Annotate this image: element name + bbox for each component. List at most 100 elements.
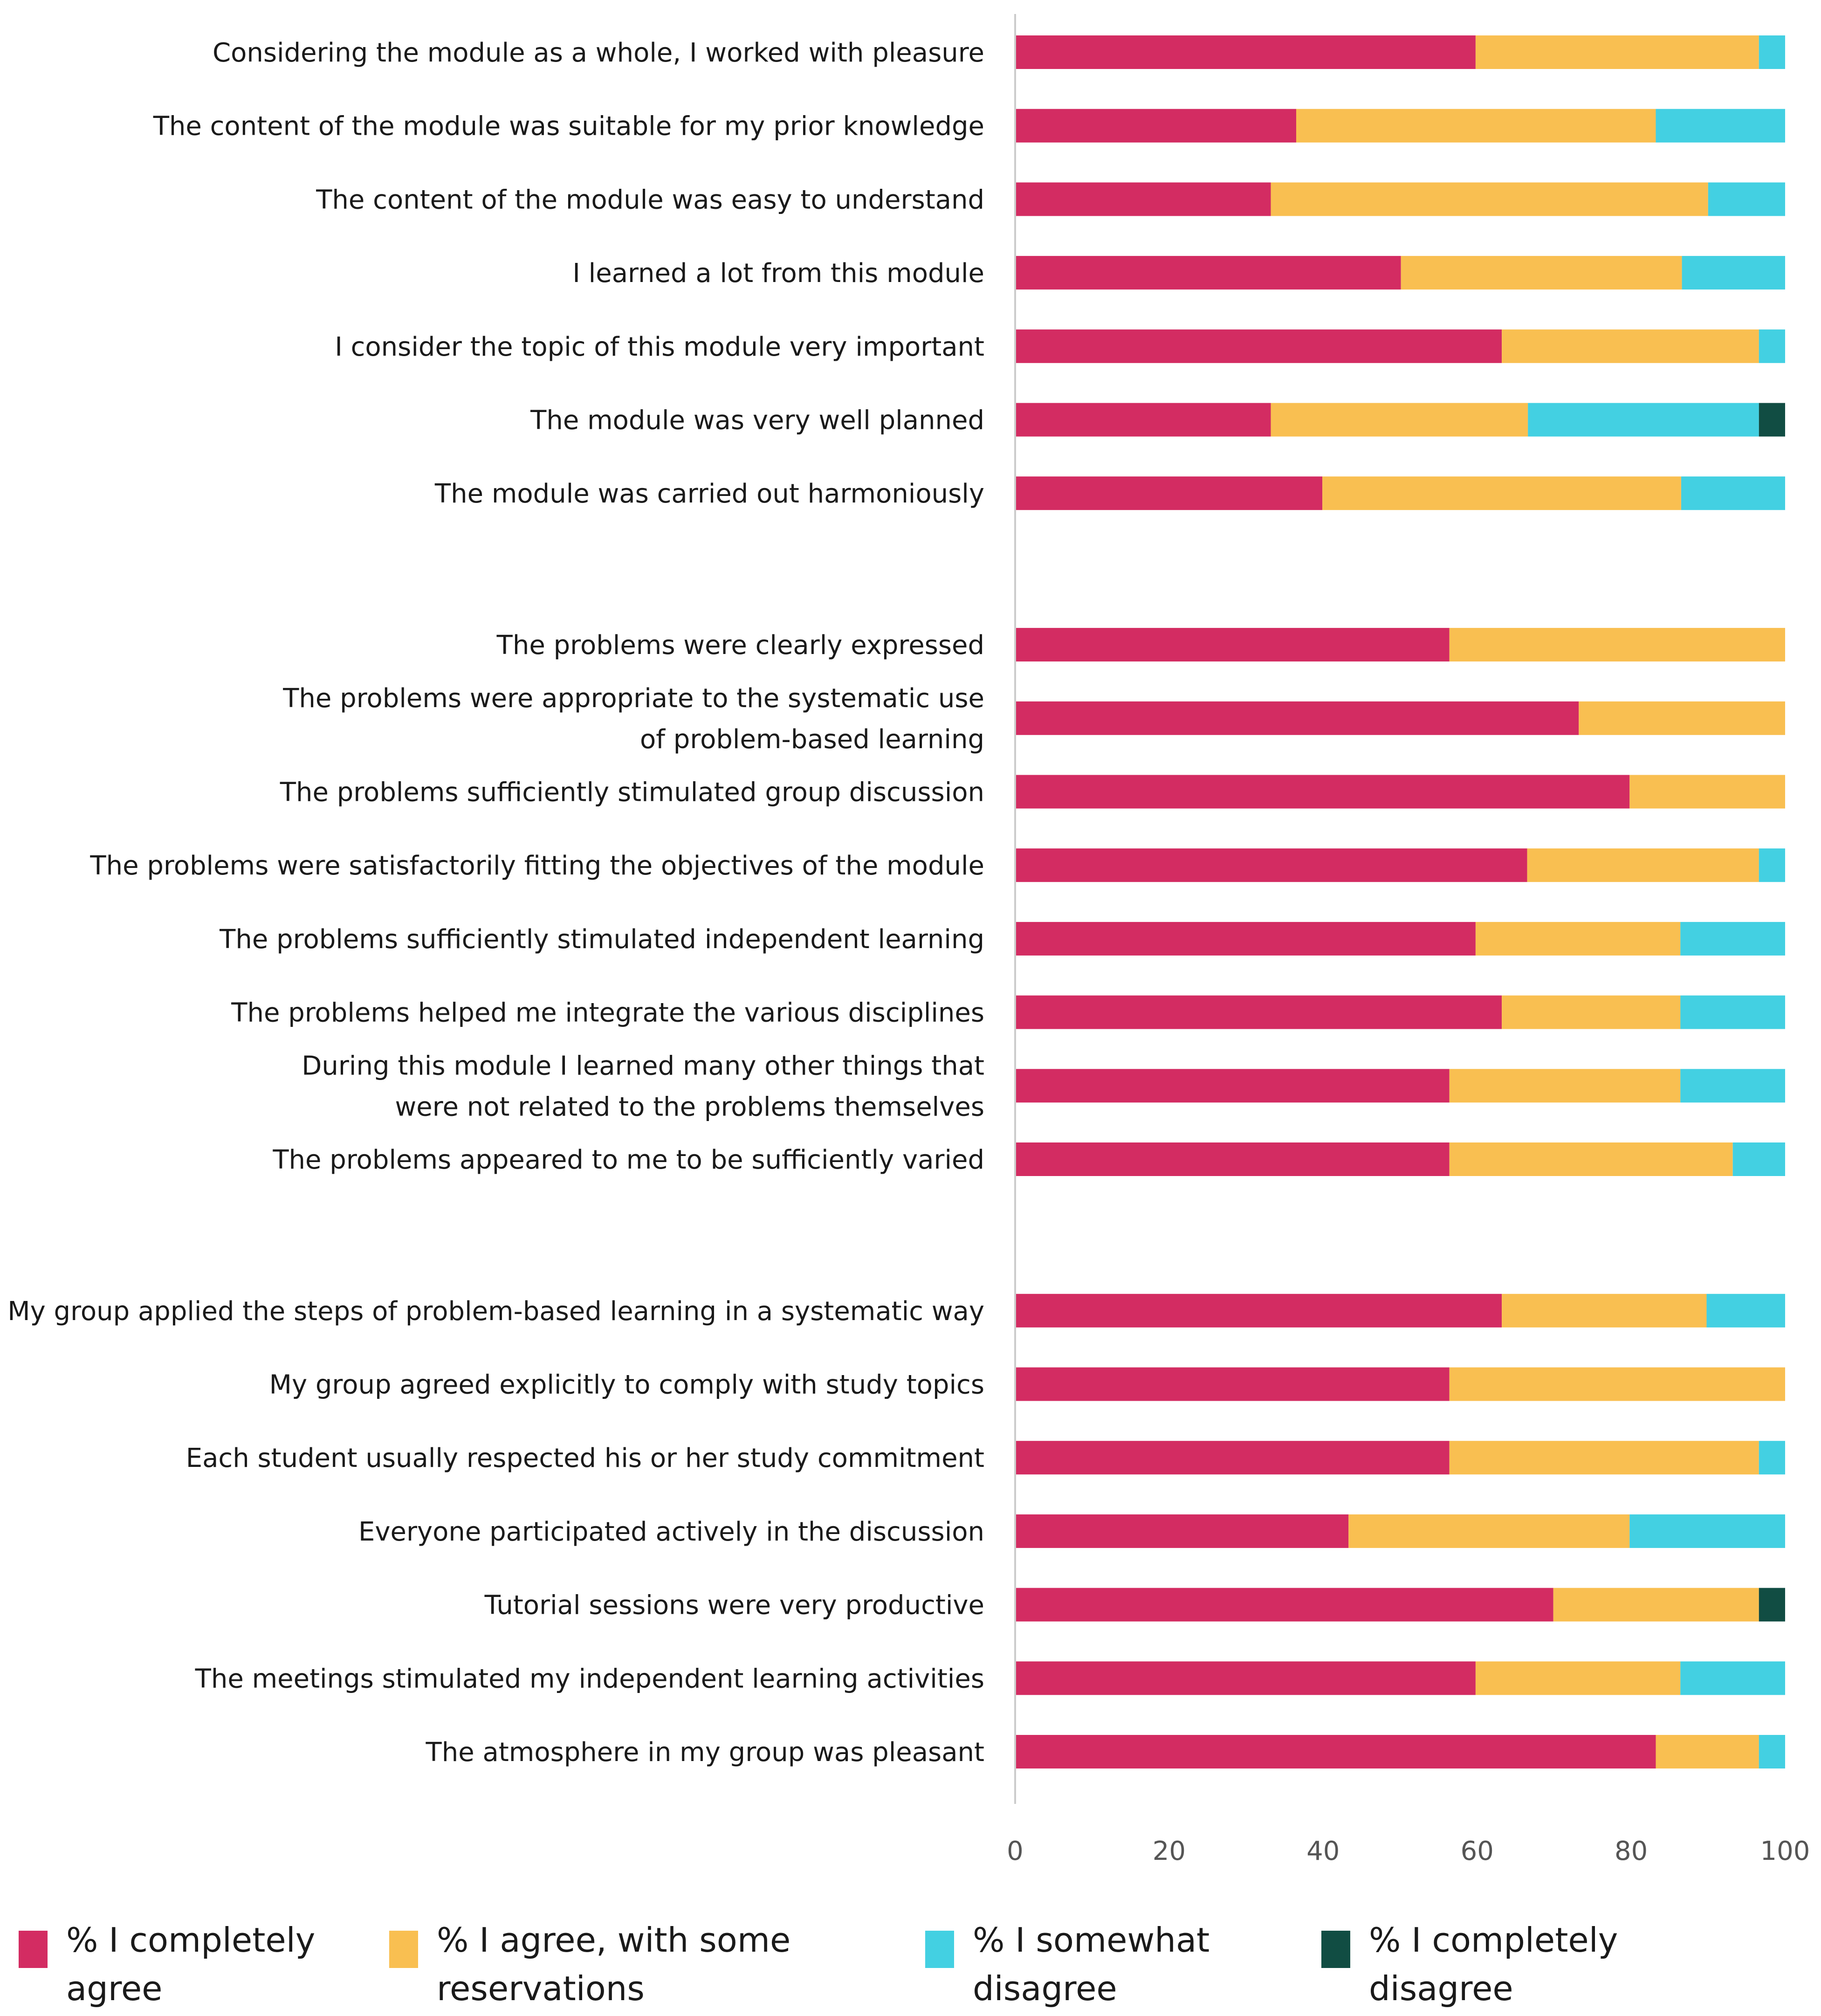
x-tick-label-80: 80 — [1615, 1836, 1648, 1866]
bar-segment-somewhat-disagree-row-6 — [1528, 403, 1759, 437]
category-label-row-22: The atmosphere in my group was pleasant — [426, 1737, 984, 1768]
bar-segment-agree-reservations-row-1 — [1475, 35, 1759, 69]
category-label-row-9-line-1: The problems were appropriate to the sys… — [282, 683, 984, 714]
legend-label-agree-reservations-line2: reservations — [437, 1969, 645, 2008]
bar-segment-agree-reservations-row-10 — [1629, 775, 1785, 809]
bars-layer — [1015, 35, 1785, 1768]
bar-segment-somewhat-disagree-row-22 — [1759, 1735, 1785, 1768]
category-label-row-16: My group applied the steps of problem-ba… — [7, 1296, 984, 1327]
category-label-row-18: Each student usually respected his or he… — [186, 1443, 984, 1473]
category-label-row-14-line-1: During this module I learned many other … — [302, 1051, 984, 1081]
bar-segment-somewhat-disagree-row-14 — [1680, 1069, 1785, 1103]
bar-segment-somewhat-disagree-row-12 — [1680, 922, 1785, 956]
category-label-row-14-line-2: were not related to the problems themsel… — [395, 1092, 984, 1122]
bar-segment-agree-reservations-row-16 — [1502, 1294, 1707, 1328]
bar-segment-agree-reservations-row-13 — [1502, 995, 1681, 1029]
bar-segment-somewhat-disagree-row-3 — [1708, 182, 1785, 216]
bar-segment-completely-disagree-row-6 — [1759, 403, 1785, 437]
category-label-row-13: The problems helped me integrate the var… — [231, 998, 984, 1028]
bar-segment-somewhat-disagree-row-21 — [1680, 1661, 1785, 1695]
bar-segment-completely-agree-row-19 — [1015, 1514, 1349, 1548]
legend-label-somewhat-disagree-line1: % I somewhat — [973, 1920, 1210, 1960]
legend-label-somewhat-disagree-line2: disagree — [973, 1969, 1117, 2008]
legend-item-completely-agree: % I completely agree — [19, 1916, 420, 2013]
legend-swatch-agree-reservations — [389, 1931, 418, 1968]
bar-segment-completely-agree-row-16 — [1015, 1294, 1502, 1328]
legend-swatch-somewhat-disagree — [925, 1931, 954, 1968]
x-axis-ticks: 0 20 40 60 80 100 — [1007, 1836, 1810, 1866]
bar-segment-somewhat-disagree-row-19 — [1629, 1514, 1785, 1548]
legend: % I completely agree % I agree, with som… — [0, 1902, 1821, 2016]
bar-segment-agree-reservations-row-18 — [1449, 1441, 1759, 1475]
bar-segment-somewhat-disagree-row-15 — [1732, 1142, 1785, 1176]
bar-segment-somewhat-disagree-row-16 — [1706, 1294, 1785, 1328]
bar-segment-somewhat-disagree-row-5 — [1759, 329, 1785, 363]
x-tick-label-40: 40 — [1306, 1836, 1340, 1866]
category-label-row-21: The meetings stimulated my independent l… — [195, 1664, 984, 1694]
bar-segment-agree-reservations-row-6 — [1271, 403, 1528, 437]
bar-segment-agree-reservations-row-20 — [1553, 1588, 1759, 1622]
category-label-row-7: The module was carried out harmoniously — [434, 479, 984, 509]
bar-segment-completely-agree-row-8 — [1015, 628, 1450, 662]
bar-segment-somewhat-disagree-row-13 — [1680, 995, 1785, 1029]
x-tick-label-0: 0 — [1007, 1836, 1024, 1866]
bar-segment-completely-agree-row-17 — [1015, 1367, 1450, 1401]
legend-label-agree-reservations-line1: % I agree, with some — [437, 1920, 791, 1960]
bar-segment-somewhat-disagree-row-18 — [1759, 1441, 1785, 1475]
bar-segment-completely-agree-row-4 — [1015, 256, 1401, 290]
bar-segment-completely-agree-row-6 — [1015, 403, 1271, 437]
category-label-row-19: Everyone participated actively in the di… — [358, 1517, 984, 1547]
category-label-row-6: The module was very well planned — [530, 406, 984, 436]
bar-segment-completely-agree-row-11 — [1015, 848, 1527, 882]
category-label-row-11: The problems were satisfactorily fitting… — [89, 851, 984, 881]
legend-label-completely-agree-line1: % I completely — [66, 1920, 316, 1960]
category-label-row-15: The problems appeared to me to be suffic… — [272, 1145, 984, 1175]
bar-segment-completely-agree-row-3 — [1015, 182, 1271, 216]
bar-segment-somewhat-disagree-row-1 — [1759, 35, 1785, 69]
bar-segment-agree-reservations-row-21 — [1475, 1661, 1681, 1695]
legend-label-completely-disagree-line2: disagree — [1369, 1969, 1513, 2008]
legend-item-agree-reservations: % I agree, with some reservations — [389, 1916, 791, 2013]
category-label-row-17: My group agreed explicitly to comply wit… — [269, 1370, 984, 1400]
bar-segment-agree-reservations-row-17 — [1449, 1367, 1785, 1401]
category-label-row-9-line-2: of problem-based learning — [640, 724, 984, 755]
bar-segment-somewhat-disagree-row-4 — [1682, 256, 1785, 290]
legend-item-somewhat-disagree: % I somewhat disagree — [925, 1916, 1327, 2013]
legend-label-completely-disagree-line1: % I completely — [1369, 1920, 1618, 1960]
bar-segment-agree-reservations-row-19 — [1348, 1514, 1630, 1548]
legend-swatch-completely-disagree — [1321, 1931, 1350, 1968]
category-label-row-12: The problems sufficiently stimulated ind… — [219, 924, 984, 955]
bar-segment-completely-agree-row-7 — [1015, 476, 1323, 510]
bar-segment-agree-reservations-row-5 — [1502, 329, 1759, 363]
bar-segment-agree-reservations-row-11 — [1527, 848, 1759, 882]
bar-segment-agree-reservations-row-7 — [1322, 476, 1681, 510]
bar-segment-somewhat-disagree-row-2 — [1656, 109, 1785, 143]
bar-segment-completely-agree-row-18 — [1015, 1441, 1450, 1475]
bar-segment-completely-agree-row-15 — [1015, 1142, 1450, 1176]
category-label-row-20: Tutorial sessions were very productive — [484, 1590, 984, 1621]
bar-segment-completely-agree-row-5 — [1015, 329, 1502, 363]
bar-segment-completely-agree-row-22 — [1015, 1735, 1656, 1768]
category-label-row-3: The content of the module was easy to un… — [316, 185, 984, 215]
bar-segment-completely-agree-row-14 — [1015, 1069, 1450, 1103]
bar-segment-agree-reservations-row-8 — [1449, 628, 1785, 662]
bar-segment-agree-reservations-row-12 — [1475, 922, 1681, 956]
category-labels: Considering the module as a whole, I wor… — [7, 38, 984, 1768]
bar-segment-completely-agree-row-13 — [1015, 995, 1502, 1029]
bar-segment-completely-disagree-row-20 — [1759, 1588, 1785, 1622]
bar-segment-agree-reservations-row-9 — [1579, 701, 1785, 735]
bar-segment-agree-reservations-row-22 — [1656, 1735, 1759, 1768]
bar-segment-agree-reservations-row-3 — [1271, 182, 1708, 216]
bar-segment-somewhat-disagree-row-11 — [1759, 848, 1785, 882]
category-label-row-5: I consider the topic of this module very… — [335, 332, 984, 362]
bar-segment-completely-agree-row-10 — [1015, 775, 1630, 809]
bar-segment-completely-agree-row-9 — [1015, 701, 1579, 735]
bar-segment-agree-reservations-row-15 — [1449, 1142, 1733, 1176]
bar-segment-completely-agree-row-2 — [1015, 109, 1296, 143]
legend-item-completely-disagree: % I completely disagree — [1321, 1916, 1723, 2013]
bar-segment-completely-agree-row-20 — [1015, 1588, 1553, 1622]
category-label-row-10: The problems sufficiently stimulated gro… — [280, 778, 984, 808]
category-label-row-4: I learned a lot from this module — [572, 258, 984, 289]
bar-segment-agree-reservations-row-14 — [1449, 1069, 1681, 1103]
